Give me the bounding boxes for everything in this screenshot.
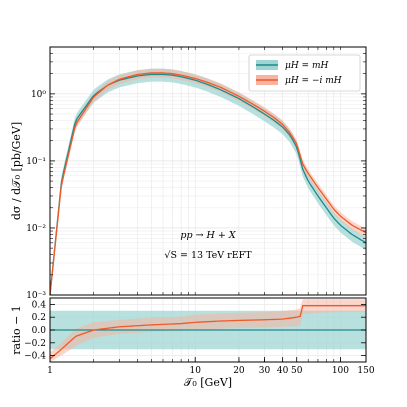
- main-ylabel: dσ / d𝒯₀ [pb/GeV]: [10, 122, 23, 220]
- ratio-ytick-label: 0.4: [32, 300, 47, 310]
- ratio-ticks: 1 10 20 30 40 50 100 150 0.4 0.2 0.0 −0.2 −0.4: [24, 300, 375, 376]
- xtick-label: 40: [277, 366, 289, 376]
- ratio-ytick-label: 0.0: [32, 326, 47, 336]
- ratio-ytick-label: −0.4: [24, 352, 46, 362]
- xtick-label: 50: [291, 366, 303, 376]
- main-series-lines: [49, 72, 367, 296]
- main-ytick-label: 10⁰: [31, 90, 46, 100]
- main-ytick-label: 10⁻³: [26, 291, 46, 301]
- xtick-label: 30: [259, 366, 271, 376]
- xtick-label: 1: [47, 366, 53, 376]
- ratio-band-mu-h-minus-i-mh: [50, 299, 366, 362]
- energy-annotation: √S = 13 TeV rEFT: [164, 250, 252, 261]
- xtick-label: 10: [189, 366, 201, 376]
- ratio-line-mu-h-minus-i-mh: [49, 305, 366, 360]
- legend: μH = mH μH = −i mH: [248, 54, 361, 92]
- xtick-label: 150: [357, 366, 374, 376]
- process-annotation: pp → H + X: [180, 230, 236, 241]
- ratio-series-lines: [49, 305, 366, 360]
- xtick-label: 100: [332, 366, 349, 376]
- main-ytick-label: 10⁻¹: [26, 157, 46, 167]
- main-ticks: 10⁻³ 10⁻² 10⁻¹ 10⁰: [26, 46, 367, 301]
- xtick-label: 20: [233, 366, 245, 376]
- legend-label-mu-h-minus-i-mh: μH = −i mH: [285, 76, 342, 86]
- main-ytick-label: 10⁻²: [26, 224, 46, 234]
- main-line-mu-h-minus-i-mh: [49, 72, 367, 296]
- xlabel: 𝒯₀ [GeV]: [184, 376, 232, 389]
- ratio-ytick-label: 0.2: [32, 313, 46, 323]
- ratio-ytick-label: −0.2: [24, 339, 46, 349]
- legend-label-mu-h-mh: μH = mH: [285, 61, 328, 71]
- ratio-ylabel: ratio − 1: [10, 305, 23, 355]
